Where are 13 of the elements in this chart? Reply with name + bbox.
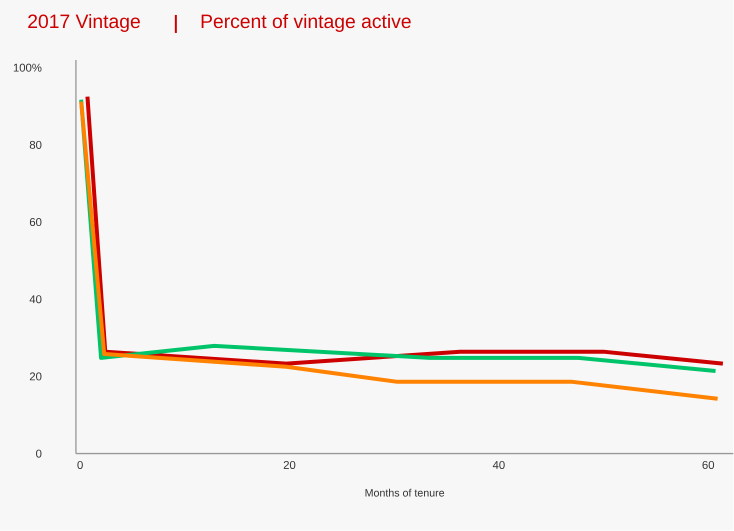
x-tick-label: 20: [284, 461, 296, 470]
x-tick-label: 0: [77, 461, 83, 470]
x-tick-label: 40: [492, 461, 505, 470]
chart-title: 2017 Vintage: [28, 14, 140, 32]
chart-subtitle: Percent of vintage active: [202, 14, 411, 32]
y-tick-label: 80: [30, 141, 42, 150]
y-tick-label: 0: [36, 450, 42, 458]
y-tick-label: 60: [30, 218, 42, 226]
y-tick-label: 40: [30, 295, 42, 304]
y-tick-label: 20: [30, 372, 42, 381]
y-tick-label: 100%: [14, 64, 42, 72]
x-tick-label: 60: [702, 461, 714, 470]
x-axis-title: Months of tenure: [366, 489, 444, 497]
